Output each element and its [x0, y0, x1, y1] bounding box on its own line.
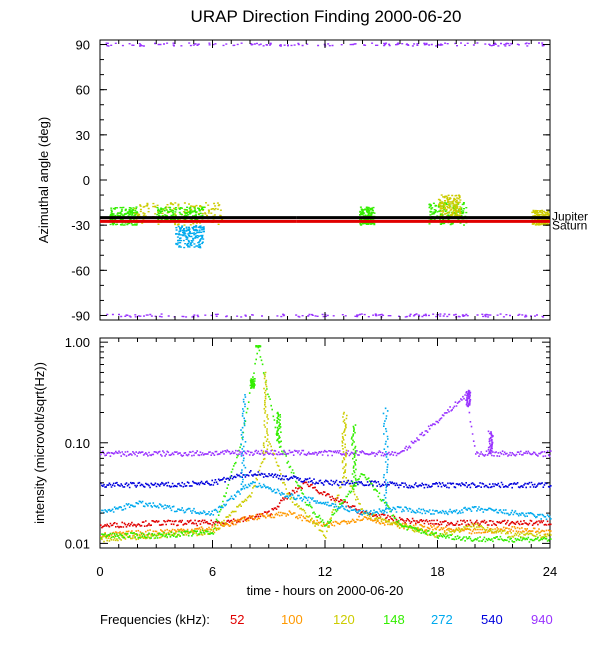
legend-label: Frequencies (kHz): [100, 612, 210, 627]
x-tick-label: 24 [543, 564, 557, 579]
legend-entry-940: 940 [531, 612, 553, 627]
intensity-series-148 [100, 346, 552, 543]
x-tick-label: 6 [209, 564, 216, 579]
legend-entry-120: 120 [333, 612, 355, 627]
legend-entry-272: 272 [431, 612, 453, 627]
azimuth-tick-label: -90 [71, 308, 90, 323]
intensity-plot-frame [99, 337, 551, 549]
legend-entry-100: 100 [281, 612, 303, 627]
intensity-tick-label: 1.00 [65, 335, 90, 350]
azimuth-plot-frame [99, 39, 551, 321]
intensity-spike-940-9 [487, 430, 494, 455]
legend-entry-540: 540 [481, 612, 503, 627]
legend-entry-148: 148 [383, 612, 405, 627]
intensity-tick-label: 0.10 [65, 436, 90, 451]
intensity-series-540 [100, 470, 552, 489]
azimuth-tick-label: 0 [83, 173, 90, 188]
azimuth-cluster-120-8 [437, 194, 462, 219]
x-tick-label: 0 [96, 564, 103, 579]
intensity-series-120 [100, 441, 552, 543]
azimuth-ylabel: Azimuthal angle (deg) [36, 117, 51, 243]
azimuth-tick-label: 60 [76, 83, 90, 98]
intensity-spike-120-5 [341, 411, 348, 474]
intensity-series-52 [100, 481, 552, 529]
azimuth-cluster-148-4 [156, 206, 206, 223]
legend-entry-52: 52 [230, 612, 245, 627]
intensity-spike-940-8 [465, 389, 472, 408]
intensity-series-940 [100, 392, 552, 458]
azimuth-tick-label: 30 [76, 128, 90, 143]
intensity-spike-272-2 [240, 394, 247, 490]
x-tick-label: 12 [318, 564, 332, 579]
frequency-legend: Frequencies (kHz): 52 100 120 148 272 54… [0, 612, 600, 630]
intensity-spike-272-7 [382, 407, 389, 512]
azimuth-tick-label: -60 [71, 263, 90, 278]
intensity-tick-label: 0.01 [65, 536, 90, 551]
intensity-spike-148-0 [255, 345, 262, 348]
intensity-spike-148-6 [350, 424, 357, 487]
azimuth-tick-label: 90 [76, 38, 90, 53]
azimuth-cluster-940-0 [105, 42, 545, 47]
chart-title: URAP Direction Finding 2000-06-20 [191, 7, 462, 26]
intensity-ylabel: intensity (microvolt/sqrt(Hz)) [32, 362, 47, 524]
intensity-spike-120-3 [262, 371, 269, 455]
azimuth-cluster-272-5 [175, 224, 205, 249]
intensity-spike-148-1 [249, 378, 256, 389]
x-axis-label: time - hours on 2000-06-20 [247, 583, 404, 598]
intensity-spike-148-4 [276, 411, 282, 444]
reference-label-jupiter: Jupiter [552, 210, 588, 224]
azimuth-tick-label: -30 [71, 218, 90, 233]
reference-label-saturn: Saturn [552, 218, 587, 232]
x-tick-label: 18 [430, 564, 444, 579]
